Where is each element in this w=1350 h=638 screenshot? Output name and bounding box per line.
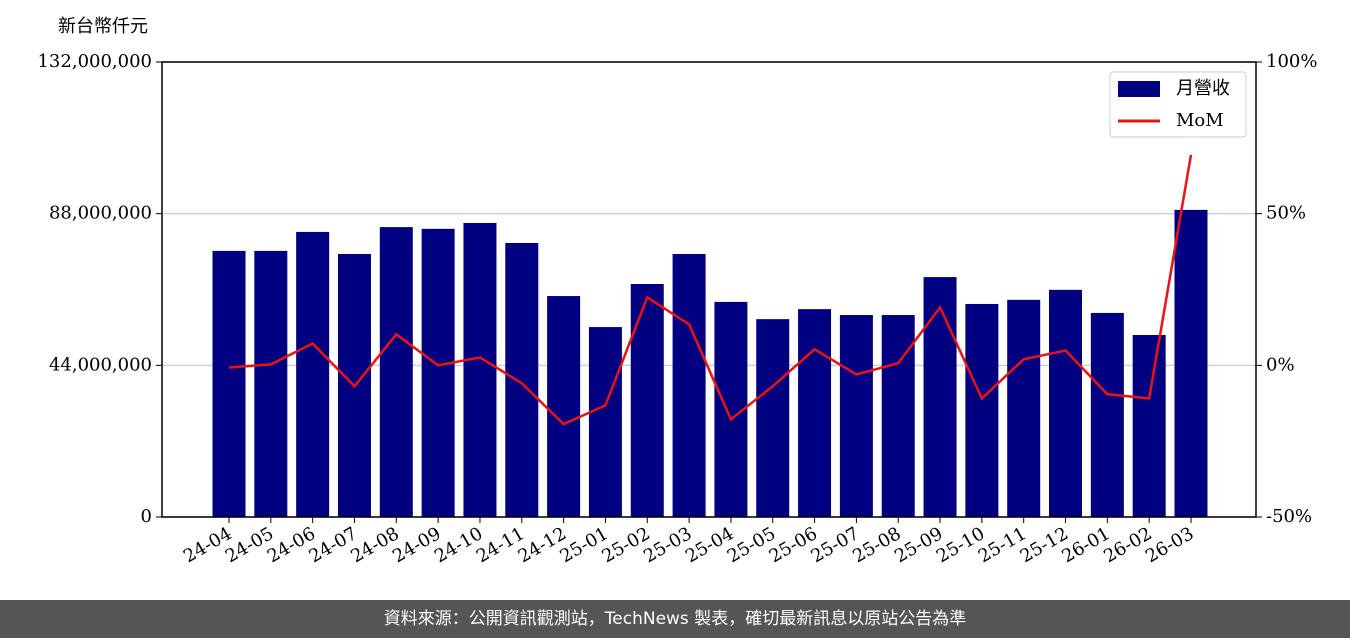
y-tick-label: 88,000,000 xyxy=(49,203,152,224)
bar xyxy=(463,222,497,517)
bar xyxy=(421,228,455,518)
y-axis-label: 新台幣仟元 xyxy=(58,16,148,37)
bar xyxy=(1090,312,1124,517)
bar xyxy=(630,283,664,517)
y2-tick-label: 100% xyxy=(1266,51,1317,72)
bar xyxy=(839,315,873,517)
bar xyxy=(923,277,957,517)
bar xyxy=(379,227,413,517)
legend-label: 月營收 xyxy=(1176,78,1230,99)
y2-tick-label: 0% xyxy=(1266,354,1295,375)
bar xyxy=(505,242,539,517)
bar xyxy=(672,253,706,517)
bar xyxy=(798,309,832,517)
bar xyxy=(588,327,622,517)
bar xyxy=(212,250,246,518)
bar xyxy=(1007,299,1041,517)
bar xyxy=(296,231,330,517)
bar xyxy=(756,319,790,517)
bar xyxy=(881,315,915,517)
legend-label: MoM xyxy=(1176,110,1224,131)
bar xyxy=(965,303,999,517)
chart: 新台幣仟元 0 44,000,000 88,000,000 132,000,000 -5… xyxy=(37,16,1317,567)
plot-frame xyxy=(161,61,1257,518)
y-tick-label: 132,000,000 xyxy=(37,51,152,72)
y-tick-label: 0 xyxy=(141,506,152,527)
legend-swatch xyxy=(1118,81,1160,97)
bar xyxy=(1132,335,1166,517)
y2-tick-label: 50% xyxy=(1266,203,1306,224)
y2-tick-label: -50% xyxy=(1266,506,1312,527)
bar xyxy=(1049,289,1083,517)
bar xyxy=(254,250,288,518)
footer: 資料來源：公開資訊觀測站，TechNews 製表，確切最新訊息以原站公告為準 xyxy=(0,600,1350,638)
bar xyxy=(1174,209,1208,517)
x-tick-label: 26-03 xyxy=(1142,523,1197,567)
bar xyxy=(547,296,581,517)
line xyxy=(228,154,1193,426)
y-tick-label: 44,000,000 xyxy=(49,354,152,375)
